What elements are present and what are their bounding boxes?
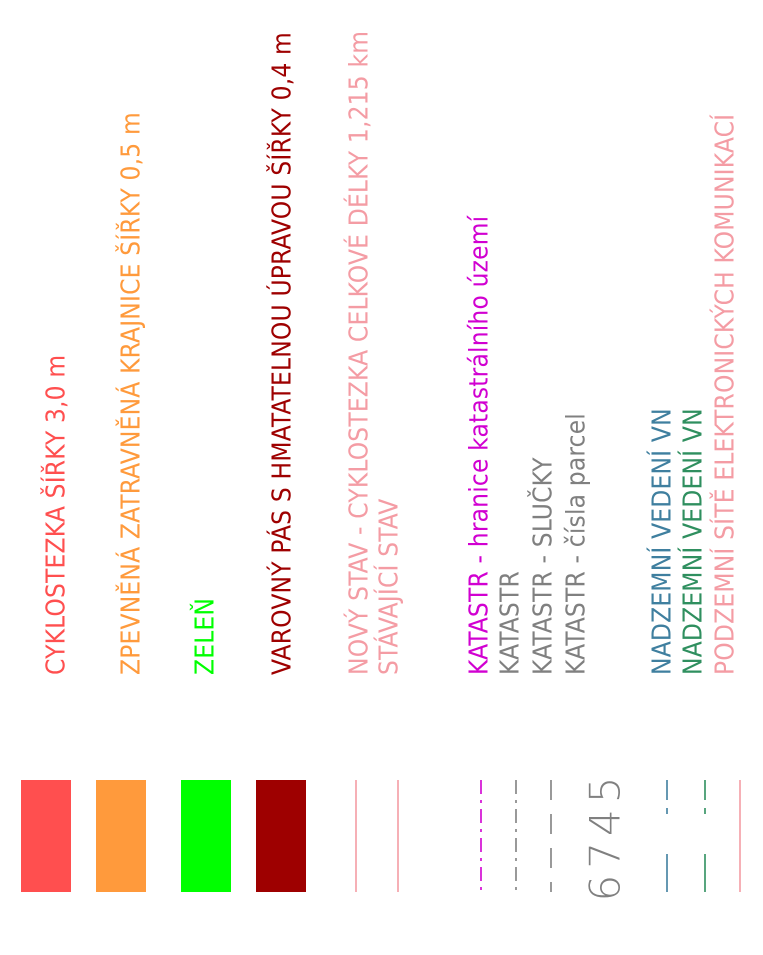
krajnice-label: ZPEVNĚNÁ ZATRAVNĚNÁ KRAJNICE ŠÍŘKY 0,5 m <box>115 112 147 675</box>
parcel-number-sample: 6745 <box>581 771 630 902</box>
cyklostezka-swatch <box>21 780 71 892</box>
legend-item-novy-stav: NOVÝ STAV - CYKLOSTEZKA CELKOVÉ DÉLKY 1,… <box>343 31 375 892</box>
legend-item-vn-1: NADZEMNÍ VEDENÍ VN <box>646 408 678 892</box>
katastr-slucky-label: KATASTR - SLUČKY <box>527 457 559 675</box>
katastr-hranice-label: KATASTR - hranice katastrálního území <box>465 214 495 675</box>
legend-item-krajnice: ZPEVNĚNÁ ZATRAVNĚNÁ KRAJNICE ŠÍŘKY 0,5 m <box>96 112 147 892</box>
katastr-cisla-label: KATASTR - čísla parcel <box>562 413 592 675</box>
varovny-pas-label: VAROVNÝ PÁS S HMATATELNOU ÚPRAVOU ŠÍŘKY … <box>266 32 298 675</box>
varovny-pas-swatch <box>256 780 306 892</box>
zelen-label: ZELEŇ <box>189 598 221 675</box>
stavajici-stav-label: STÁVAJÍCÍ STAV <box>373 499 405 675</box>
legend-item-katastr: KATASTR <box>496 571 526 892</box>
legend-item-vn-2: NADZEMNÍ VEDENÍ VN <box>677 408 709 892</box>
legend-item-cyklostezka: CYKLOSTEZKA ŠÍŘKY 3,0 m <box>21 355 72 892</box>
legend-item-podzemni: PODZEMNÍ SÍTĚ ELEKTRONICKÝCH KOMUNIKACÍ <box>709 114 741 892</box>
krajnice-swatch <box>96 780 146 892</box>
vn-1-label: NADZEMNÍ VEDENÍ VN <box>646 408 678 675</box>
legend-item-katastr-hranice: KATASTR - hranice katastrálního území <box>465 214 495 892</box>
legend-item-zelen: ZELEŇ <box>181 598 231 892</box>
legend-item-katastr-cisla: 6745 KATASTR - čísla parcel <box>562 413 630 901</box>
novy-stav-label: NOVÝ STAV - CYKLOSTEZKA CELKOVÉ DÉLKY 1,… <box>343 31 375 675</box>
cyklostezka-label: CYKLOSTEZKA ŠÍŘKY 3,0 m <box>40 355 72 675</box>
legend-item-stavajici-stav: STÁVAJÍCÍ STAV <box>373 499 405 892</box>
podzemni-label: PODZEMNÍ SÍTĚ ELEKTRONICKÝCH KOMUNIKACÍ <box>709 114 741 675</box>
legend-item-katastr-slucky: KATASTR - SLUČKY <box>527 457 559 892</box>
zelen-swatch <box>181 780 231 892</box>
legend-item-varovny-pas: VAROVNÝ PÁS S HMATATELNOU ÚPRAVOU ŠÍŘKY … <box>256 32 306 892</box>
vn-2-label: NADZEMNÍ VEDENÍ VN <box>677 408 709 675</box>
katastr-label: KATASTR <box>496 571 526 675</box>
